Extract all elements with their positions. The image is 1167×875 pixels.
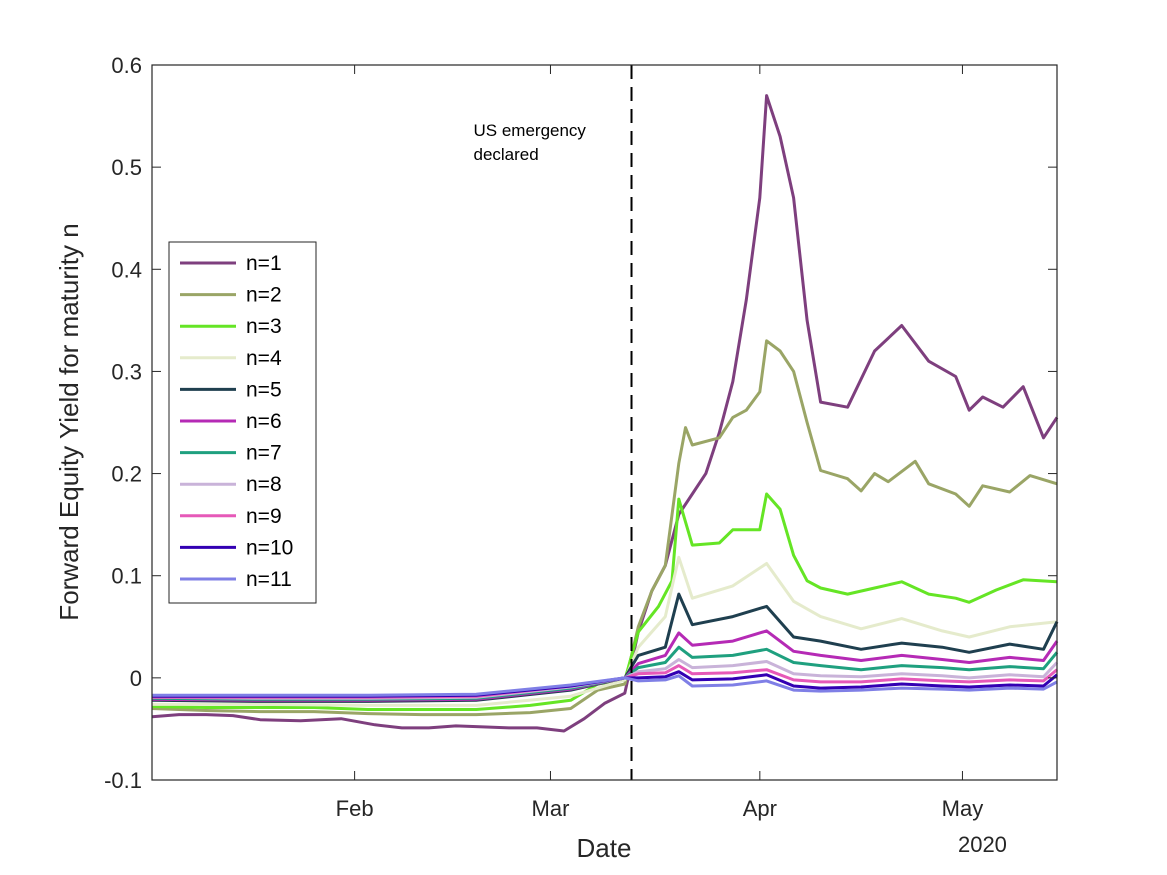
x-axis-year-label: 2020	[958, 832, 1007, 857]
y-tick-label: 0.1	[111, 564, 142, 589]
series-layer	[151, 94, 1059, 733]
y-axis-title: Forward Equity Yield for maturity n	[54, 223, 84, 620]
series-line-n1	[151, 94, 1059, 733]
legend-label: n=8	[246, 473, 282, 496]
legend-label: n=1	[246, 252, 282, 275]
legend-label: n=5	[246, 378, 282, 401]
legend-label: n=10	[246, 536, 293, 559]
annotation-text-line-2: declared	[474, 145, 539, 164]
legend-label: n=6	[246, 410, 282, 433]
legend-label: n=9	[246, 505, 282, 528]
x-tick-label: Apr	[743, 796, 777, 821]
series-line-n3	[151, 492, 1058, 711]
series-line-n11	[152, 674, 1058, 697]
legend-label: n=11	[246, 568, 292, 591]
y-tick-label: 0.2	[111, 462, 142, 487]
x-tick-label: Feb	[336, 796, 374, 821]
legend: n=1 n=2 n=3 n=4 n=5 n=6 n=7 n=8 n=9 n=10 n=11	[168, 241, 317, 604]
x-axis-ticks: Feb Mar Apr May	[336, 65, 984, 821]
legend-label: n=3	[246, 315, 282, 338]
legend-label: n=7	[246, 442, 282, 465]
annotation-text-line-1: US emergency	[474, 121, 587, 140]
y-tick-label: 0.4	[111, 257, 142, 282]
series-line-n2	[151, 339, 1058, 717]
y-tick-label: 0.5	[111, 155, 142, 180]
x-axis-title: Date	[577, 833, 632, 863]
legend-label: n=2	[246, 284, 282, 307]
series-line-n4	[152, 555, 1058, 707]
legend-label: n=4	[246, 347, 282, 370]
y-tick-label: 0.6	[111, 53, 142, 78]
y-tick-label: 0.3	[111, 359, 142, 384]
y-tick-label: 0	[130, 666, 142, 691]
y-tick-label: -0.1	[104, 768, 142, 793]
x-tick-label: Mar	[532, 796, 570, 821]
y-axis-ticks: -0.1 0 0.1 0.2 0.3 0.4 0.5 0.6	[104, 53, 1057, 793]
plot-frame	[151, 64, 1058, 781]
x-tick-label: May	[942, 796, 984, 821]
